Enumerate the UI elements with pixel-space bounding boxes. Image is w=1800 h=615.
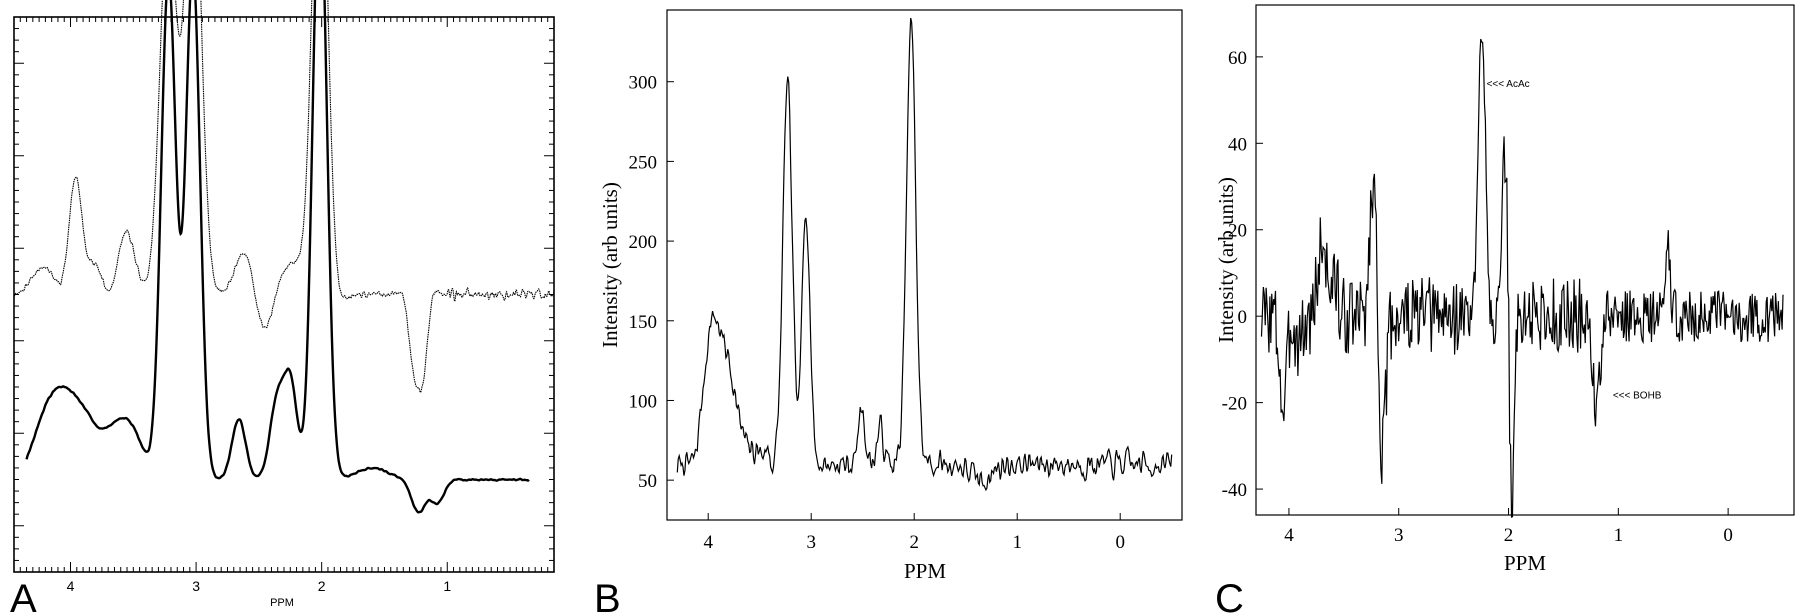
panel-c-y-tick-label: 40 [1228, 134, 1247, 155]
panel-c-frame [1255, 4, 1795, 516]
panel-c-x-tick-label: 0 [1723, 525, 1733, 546]
panel-b-x-tick-label: 1 [1012, 532, 1022, 553]
panel-a-nmr-spectrum: 4 3 2 1 PPM A [10, 0, 555, 615]
panel-c-y-tick-label: -40 [1222, 480, 1247, 501]
panel-c-y-tick-label: -20 [1222, 394, 1247, 415]
panel-b-letter: B [594, 577, 621, 615]
panel-c-y-tick-labels: -40 -20 0 20 40 60 [1222, 48, 1247, 501]
panel-a-x-tick-label: 2 [318, 578, 326, 594]
panel-a-x-tick-label: 1 [443, 578, 451, 594]
panel-c-x-tick-label: 2 [1504, 525, 1514, 546]
panel-c-y-tick-label: 0 [1238, 307, 1248, 328]
panel-c-y-tick-label: 60 [1228, 48, 1247, 69]
panel-c-tick-marks [1256, 56, 1729, 515]
panel-c-y-axis-title: Intensity (arb units) [1214, 177, 1238, 343]
panel-c-y-tick-label: 20 [1228, 221, 1247, 242]
panel-c-x-tick-labels: 4 3 2 1 0 [1284, 525, 1733, 546]
panel-b-x-tick-label: 0 [1115, 532, 1125, 553]
panel-c-x-tick-label: 4 [1284, 525, 1294, 546]
panel-b-y-tick-label: 50 [638, 471, 657, 492]
panel-c-series-trace [1260, 38, 1784, 518]
panel-b-y-tick-label: 250 [629, 152, 658, 173]
panel-c-annotation: <<< AcAc [1487, 79, 1530, 90]
panel-c-x-axis-title: PPM [1504, 551, 1546, 575]
panel-b-x-tick-label: 4 [703, 532, 713, 553]
panel-a-x-axis-title: PPM [270, 597, 294, 609]
panel-b-x-tick-label: 2 [909, 532, 919, 553]
panel-b-x-tick-label: 3 [806, 532, 816, 553]
panel-c-letter: C [1215, 577, 1244, 615]
panel-b-y-axis-title: Intensity (arb units) [598, 182, 622, 348]
panel-a-tick-marks [14, 16, 554, 573]
panel-c-annotations: <<< AcAc <<< BOHB [1487, 79, 1662, 401]
panel-c-x-tick-label: 1 [1614, 525, 1624, 546]
panel-a-x-tick-labels: 4 3 2 1 [67, 578, 452, 594]
panel-a-series-bold-trace [25, 0, 530, 514]
panel-a-x-tick-label: 3 [192, 578, 200, 594]
panel-b-frame [666, 9, 1183, 521]
panel-b-tick-marks [667, 81, 1121, 520]
panel-c-nmr-spectrum: 4 3 2 1 0 -40 -20 0 20 40 60 <<< AcAc <<< BOHB PPM… [1214, 4, 1795, 615]
panel-b-y-tick-label: 150 [629, 312, 658, 333]
panel-b-y-tick-labels: 50 100 150 200 250 300 [629, 73, 658, 492]
panel-a-letter: A [10, 577, 37, 615]
panel-a-frame [13, 16, 555, 573]
panel-a-series-thin-trace [13, 0, 555, 394]
panel-a-x-tick-label: 4 [67, 578, 75, 594]
panel-c-annotation: <<< BOHB [1613, 390, 1662, 401]
panel-b-nmr-spectrum: 4 3 2 1 0 50 100 150 200 250 300 PPM Intensity (a… [594, 9, 1183, 615]
panel-b-y-tick-label: 200 [629, 232, 658, 253]
panel-b-x-tick-labels: 4 3 2 1 0 [703, 532, 1124, 553]
panel-b-y-tick-label: 100 [629, 391, 658, 412]
panel-b-y-tick-label: 300 [629, 73, 658, 94]
panel-b-x-axis-title: PPM [904, 559, 946, 583]
panel-b-series-trace [676, 17, 1173, 492]
panel-c-x-tick-label: 3 [1394, 525, 1404, 546]
